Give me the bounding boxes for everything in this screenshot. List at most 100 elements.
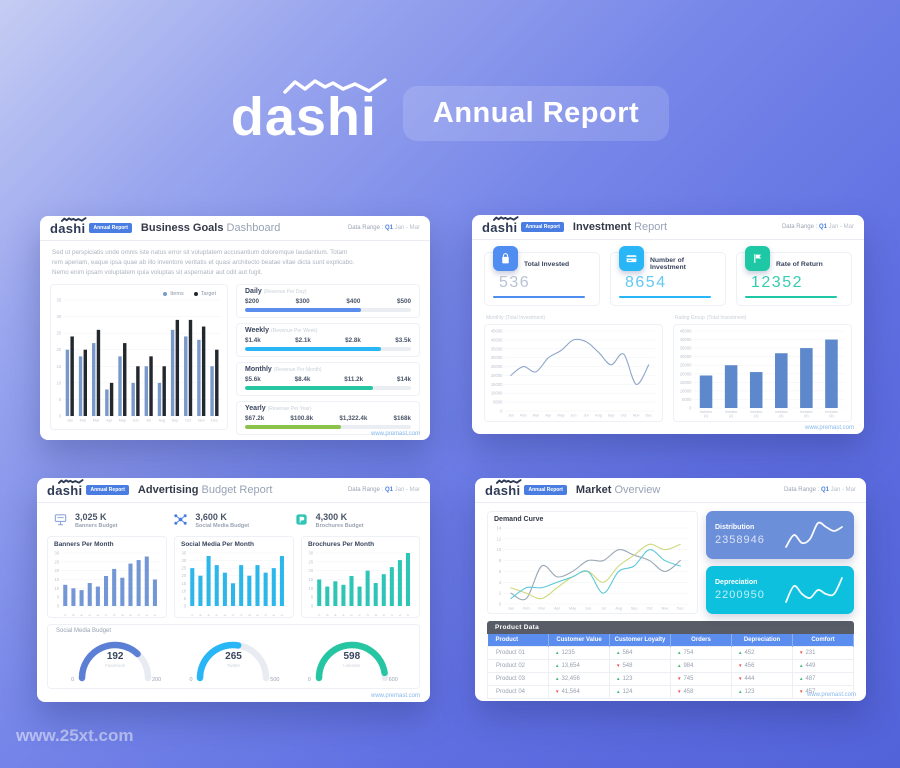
product-table-body: Product 01 ▲ 1235 ▲ 564 ▲ 754 ▲ 452 ▼ 231 Product 0… xyxy=(487,645,854,700)
table-header-row: Product Customer Value Customer Loyalty Ord… xyxy=(487,634,854,647)
logo-squiggle-icon xyxy=(493,215,519,221)
svg-text:Sep: Sep xyxy=(379,613,386,616)
svg-text:Jun: Jun xyxy=(102,613,109,616)
svg-text:Nov: Nov xyxy=(142,613,149,616)
svg-text:Aug: Aug xyxy=(158,419,165,423)
premast-link[interactable]: www.premast.com xyxy=(806,692,856,698)
value-cell: ▲ 487 xyxy=(792,672,854,687)
up-trend-arrow-icon: ▲ xyxy=(555,650,560,655)
svg-text:Aug: Aug xyxy=(595,414,602,418)
panel-body: Items Target 0 5 10 15 20 25 30 35 Jan Feb Mar Apr M… xyxy=(40,284,430,436)
svg-text:(1): (1) xyxy=(704,414,708,418)
svg-text:0: 0 xyxy=(689,406,692,411)
progress-fill xyxy=(245,308,362,313)
svg-text:Nov: Nov xyxy=(198,419,205,423)
svg-text:0: 0 xyxy=(59,414,62,419)
value-cell: ▲ 123 xyxy=(609,672,671,687)
svg-text:10000: 10000 xyxy=(680,388,692,393)
svg-text:35000: 35000 xyxy=(491,346,503,351)
up-trend-arrow-icon: ▲ xyxy=(555,663,560,669)
down-trend-arrow-icon: ▼ xyxy=(799,650,804,655)
panel-title: Market Overview xyxy=(575,484,661,496)
value-cell: ▲ 984 xyxy=(670,659,732,674)
up-trend-arrow-icon: ▲ xyxy=(616,676,621,682)
panel-header: dashi Annual Report Advertising Budget R… xyxy=(37,478,430,503)
svg-text:45000: 45000 xyxy=(491,329,503,334)
dashi-logo: dashi xyxy=(231,78,387,144)
kpi-value: 12352 xyxy=(751,274,803,291)
banners-per-month-chart: 0 5 10 15 20 25 30 JanFebMarAprMayJunJulAugSepO… xyxy=(52,550,162,620)
value-cell: ▼ 41,564 xyxy=(548,685,610,700)
data-range-selector[interactable]: Data Range : Q1 Jan - Mar xyxy=(781,224,854,230)
social-media-budget-gauges-card: Social Media Budget 192 Facebook 0 200 2… xyxy=(47,624,420,689)
value-cell: ▼ 444 xyxy=(731,672,793,687)
value-cell: ▼ 458 xyxy=(670,685,732,700)
up-trend-arrow-icon: ▲ xyxy=(799,663,804,669)
share-network-icon xyxy=(174,514,188,525)
credit-card-icon xyxy=(619,246,644,271)
panel-title: Business Goals Dashboard xyxy=(140,222,281,234)
svg-text:Apr: Apr xyxy=(339,612,346,616)
svg-text:Sep: Sep xyxy=(253,613,260,616)
panel-header: dashi Annual Report Investment Report Da… xyxy=(472,215,864,240)
investment-panel: dashi Annual Report Investment Report Da… xyxy=(472,215,864,434)
premast-link[interactable]: www.premast.com xyxy=(370,693,420,699)
svg-text:0: 0 xyxy=(311,604,314,609)
svg-text:Jun: Jun xyxy=(570,414,576,418)
dashi-mini-logo: dashi xyxy=(47,478,84,498)
data-range-selector[interactable]: Data Range : Q1 Jan - Mar xyxy=(347,225,420,231)
svg-text:10: 10 xyxy=(55,586,60,591)
distribution-card: Distribution 2358946 xyxy=(706,511,854,559)
table-title-bar: Product Data xyxy=(487,621,854,634)
svg-text:Jul: Jul xyxy=(584,414,589,418)
svg-text:(3): (3) xyxy=(754,414,758,418)
depreciation-sparkline xyxy=(783,574,845,606)
progress-track xyxy=(245,386,411,391)
svg-text:Aug: Aug xyxy=(371,613,378,616)
premast-link[interactable]: www.premast.com xyxy=(370,431,420,437)
data-range-selector[interactable]: Data Range : Q1 Jan - Mar xyxy=(783,487,856,493)
logo-squiggle-icon xyxy=(58,478,84,484)
facebook-gauge: 192 Facebook 0 200 xyxy=(65,636,165,684)
svg-text:35: 35 xyxy=(57,298,62,303)
svg-text:May: May xyxy=(119,419,126,423)
svg-text:15000: 15000 xyxy=(680,380,692,385)
brochures-per-month-chart: 0 5 10 15 20 25 30 JanFebMarAprMayJunJulAugSepO… xyxy=(306,550,415,620)
kpi-row: 3,025 K Banners Budget 3,600 K Social Medi… xyxy=(37,503,430,536)
value-cell: ▼ 456 xyxy=(731,659,793,674)
svg-text:(6): (6) xyxy=(829,414,833,418)
logo-squiggle-icon xyxy=(61,216,87,222)
progress-track xyxy=(245,347,411,352)
data-range-selector[interactable]: Data Range : Q1 Jan - Mar xyxy=(347,487,420,493)
column-header: Product xyxy=(487,634,549,647)
svg-text:30000: 30000 xyxy=(491,355,503,360)
svg-text:0: 0 xyxy=(499,602,502,607)
svg-text:Dec: Dec xyxy=(645,414,652,418)
premast-link[interactable]: www.premast.com xyxy=(804,425,854,431)
daily-revenue-card: Daily (Revenue Per Day) $200 $300 $400 $500 xyxy=(236,284,420,319)
svg-text:10: 10 xyxy=(497,547,502,552)
column-header: Customer Value xyxy=(548,634,610,647)
number-of-investment-card: Number of Investment 8654 xyxy=(610,246,726,306)
kpi-underline xyxy=(745,296,838,298)
svg-text:40000: 40000 xyxy=(680,337,692,342)
svg-text:30000: 30000 xyxy=(680,354,692,359)
dashi-mini-logo: dashi xyxy=(482,215,519,235)
svg-text:(4): (4) xyxy=(779,414,783,418)
svg-text:Investor: Investor xyxy=(800,410,814,414)
svg-text:Jun: Jun xyxy=(585,607,591,611)
panel-header: dashi Annual Report Business Goals Dashb… xyxy=(40,216,430,241)
monthly-investment-chart: 0 5000 10000 15000 20000 25000 30000 35000 40000… xyxy=(489,328,658,418)
brochures-budget-kpi: 4,300 K Brochures Budget xyxy=(294,512,414,529)
svg-text:Mar: Mar xyxy=(77,612,84,616)
panel-body: Banners Per Month 051015202530JanFebMarA… xyxy=(37,536,430,620)
svg-text:15: 15 xyxy=(55,577,60,582)
gauge-arc xyxy=(302,636,402,687)
table-row: Product 02 ▲ 13,654 ▼ 548 ▲ 984 ▼ 456 ▲ 449 xyxy=(487,659,854,674)
svg-text:Apr: Apr xyxy=(106,419,113,423)
value-cell: ▲ 754 xyxy=(670,645,732,661)
svg-text:5000: 5000 xyxy=(493,400,503,405)
value-cell: ▼ 457 xyxy=(792,685,854,700)
demand-curve-chart: 0 2 4 6 8 10 12 14 Jan Feb Mar Apr May Jun Jul Aug Sep Oc… xyxy=(494,525,691,611)
svg-text:Dec: Dec xyxy=(150,613,157,616)
